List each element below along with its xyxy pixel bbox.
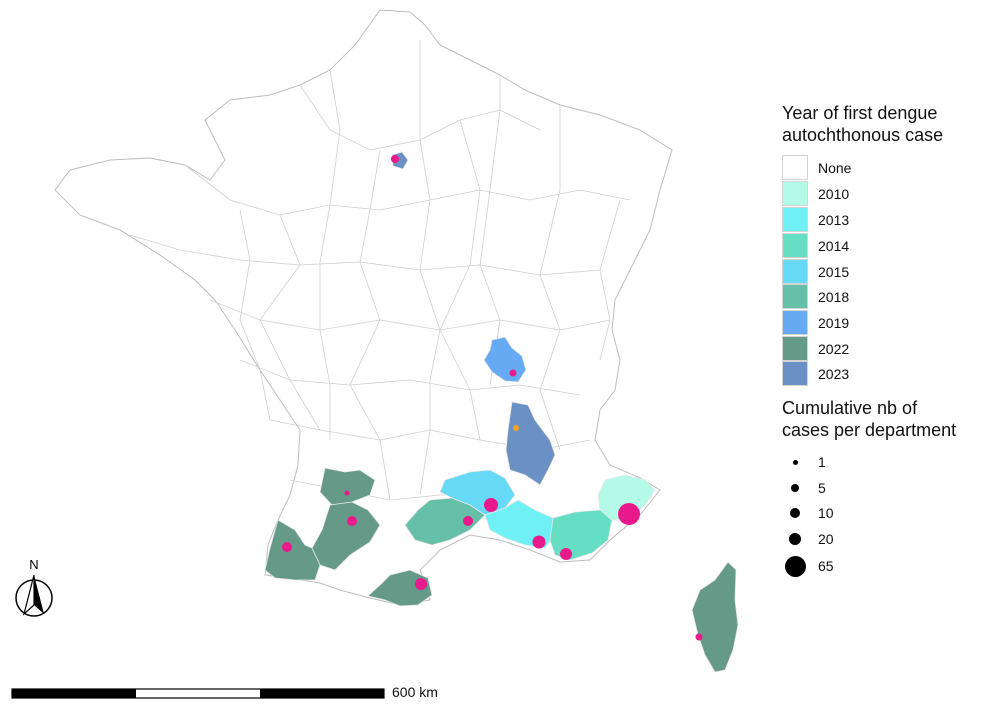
legend-label: 2023: [818, 365, 850, 382]
marker-haute-garonne: [347, 516, 357, 526]
scale-bar-label: 600 km: [392, 684, 438, 700]
legend-item-2019: 2019: [782, 310, 849, 335]
size-dot: [784, 555, 806, 577]
marker-hautes-pyrenees: [282, 542, 292, 552]
legend-item-2023: 2023: [782, 361, 849, 386]
size-label: 65: [818, 558, 834, 574]
size-item-20: 20: [782, 526, 834, 552]
legend-item-2018: 2018: [782, 284, 849, 309]
marker-corse: [695, 633, 703, 641]
marker-alpes-maritimes: [618, 503, 640, 525]
department-borders: [129, 40, 631, 501]
marker-var: [560, 548, 572, 560]
legend-item-2010: 2010: [782, 181, 849, 206]
legend-label: 2018: [818, 288, 850, 305]
marker-rhone: [509, 369, 517, 377]
legend-size-title: Cumulative nb of cases per department: [782, 397, 956, 441]
legend-label: None: [818, 159, 852, 176]
legend-label: 2013: [818, 211, 850, 228]
legend-label: 2019: [818, 314, 850, 331]
legend-item-2014: 2014: [782, 233, 849, 258]
legend-size-title-line1: Cumulative nb of: [782, 398, 918, 418]
legend-color-title-line2: autochthonous case: [782, 125, 944, 145]
size-dot: [791, 484, 799, 492]
legend-swatch: [782, 310, 808, 335]
size-item-10: 10: [782, 500, 834, 526]
legend-item-2013: 2013: [782, 207, 849, 232]
legend-swatch: [782, 361, 808, 386]
legend-item-2015: 2015: [782, 259, 849, 284]
legend-size-title-line2: cases per department: [782, 420, 957, 440]
legend-swatch: [782, 233, 808, 258]
legend-label: 2015: [818, 263, 850, 280]
marker-herault: [463, 516, 473, 526]
size-dot: [792, 459, 798, 465]
legend-swatch: [782, 181, 808, 206]
marker-paris: [391, 155, 399, 163]
marker-drome: [513, 425, 519, 431]
dept-haute-garonne: [311, 501, 381, 571]
size-label: 1: [818, 454, 826, 470]
size-dot: [790, 508, 800, 518]
dept-var: [549, 509, 613, 561]
legend-label: 2014: [818, 237, 850, 254]
size-label: 5: [818, 480, 826, 496]
legend-swatch: [782, 284, 808, 309]
legend-label: 2022: [818, 340, 850, 357]
legend-label: 2010: [818, 185, 850, 202]
legend-item-2022: 2022: [782, 336, 849, 361]
legend-color-title: Year of first dengue autochthonous case: [782, 102, 943, 146]
marker-gard: [484, 498, 498, 512]
size-item-1: 1: [782, 449, 826, 475]
legend-swatch: [782, 336, 808, 361]
marker-tarn-et-garonne: [344, 490, 350, 496]
size-dot: [789, 533, 801, 545]
dept-corse: [691, 561, 739, 673]
size-label: 10: [818, 505, 834, 521]
legend-item-none: None: [782, 155, 851, 180]
dept-pyrenees-orientales: [367, 569, 433, 607]
size-item-5: 5: [782, 475, 826, 501]
legend-swatch: [782, 155, 808, 180]
marker-bouches-du-rhone: [532, 535, 546, 549]
legend-swatch: [782, 259, 808, 284]
north-label: N: [29, 557, 38, 572]
size-item-65: 65: [782, 553, 834, 579]
size-label: 20: [818, 531, 834, 547]
dept-tarn-et-garonne: [319, 467, 376, 506]
legend-color-title-line1: Year of first dengue: [782, 103, 938, 123]
case-markers: [282, 155, 703, 641]
scale-bar: [11, 688, 385, 699]
marker-pyrenees-orientales: [415, 578, 427, 590]
dept-hautes-pyrenees: [264, 519, 321, 581]
dept-drome: [505, 401, 556, 486]
legend-swatch: [782, 207, 808, 232]
north-arrow-icon: N: [15, 557, 53, 617]
